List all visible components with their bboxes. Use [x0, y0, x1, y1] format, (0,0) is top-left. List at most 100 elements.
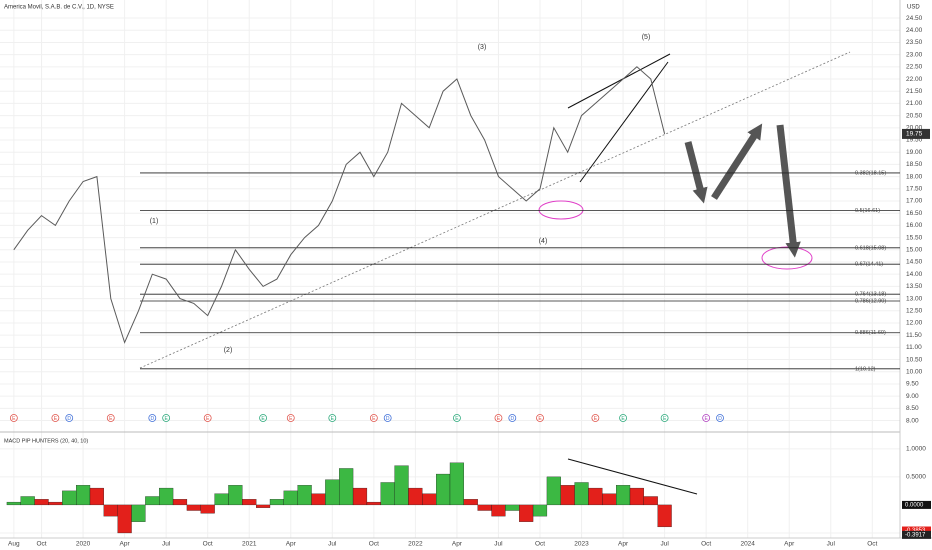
event-marker	[106, 414, 115, 422]
event-label: E	[12, 416, 16, 422]
x-tick-label: Jul	[660, 541, 669, 548]
event-marker	[591, 414, 600, 422]
y-tick-label: 20.50	[906, 112, 923, 119]
wave-label: (2)	[224, 347, 233, 354]
value-box	[902, 530, 931, 539]
histogram-bar	[242, 499, 257, 506]
y-tick-label: 12.50	[906, 307, 923, 314]
fib-label: 0.5(16.61)	[855, 208, 880, 214]
y-tick-label: 12.00	[906, 320, 923, 327]
x-tick-label: Apr	[286, 541, 297, 548]
y-tick-label: 18.50	[906, 161, 923, 168]
divergence-line	[567, 458, 698, 495]
y-tick-label: 23.50	[906, 39, 923, 46]
histogram-bar	[394, 465, 409, 506]
y-tick-label: 24.50	[906, 15, 923, 22]
drawings	[139, 51, 851, 495]
y-tick-label: 8.00	[906, 417, 919, 424]
x-tick-label: Jul	[494, 541, 503, 548]
y-tick-label: 14.50	[906, 259, 923, 266]
event-label: D	[718, 416, 722, 422]
x-tick-label: Apr	[784, 541, 795, 548]
event-label: D	[150, 416, 154, 422]
histogram-bar	[6, 501, 21, 506]
histogram-bar	[172, 499, 188, 506]
x-tick-label: Oct	[701, 541, 711, 548]
y-tick-label: 10.50	[906, 356, 923, 363]
fib-label: 0.67(14.41)	[855, 262, 883, 268]
y-tick-label: 16.00	[906, 222, 923, 229]
x-tick-label: Apr	[452, 541, 463, 548]
indicator-title: MACD PIP HUNTERS (20, 40, 10)	[4, 438, 88, 444]
histogram-bar	[436, 473, 451, 506]
event-marker	[51, 414, 60, 422]
histogram-bar	[366, 501, 381, 506]
event-label: E	[164, 416, 168, 422]
value-box	[902, 526, 931, 535]
event-marker	[369, 414, 378, 422]
histogram-bar	[449, 462, 464, 506]
trendline	[139, 51, 851, 369]
event-label: E	[261, 416, 265, 422]
x-tick-label: Oct	[867, 541, 877, 548]
histogram-bar	[89, 487, 104, 506]
fib-label: 0.886(11.60)	[855, 330, 886, 336]
histogram-bar	[602, 493, 617, 506]
event-marker	[162, 414, 171, 422]
event-marker	[328, 414, 337, 422]
histogram-bar	[408, 487, 423, 506]
wave-label: (3)	[478, 44, 487, 51]
y-tick-label: 14.00	[906, 271, 923, 278]
fib-label: 0.382(18.15)	[855, 170, 886, 176]
y-tick-label: 22.00	[906, 76, 923, 83]
histogram-bar	[339, 468, 354, 506]
x-tick-label: 2022	[408, 541, 423, 548]
histogram-bar	[48, 501, 63, 506]
histogram-bar	[477, 504, 492, 511]
histogram-bar	[505, 504, 520, 511]
y-tick-label: 8.50	[906, 405, 919, 412]
value-box	[902, 500, 931, 509]
wave-label: (1)	[150, 218, 159, 225]
histogram-bar	[159, 487, 174, 506]
event-label: E	[663, 416, 667, 422]
y-tick-label: 9.00	[906, 393, 919, 400]
wedge-lower	[579, 61, 669, 183]
event-label: E	[538, 416, 542, 422]
histogram-bar	[200, 504, 215, 514]
histogram-bar	[657, 504, 672, 528]
grid	[0, 0, 900, 538]
x-tick-label: Oct	[203, 541, 213, 548]
y-tick-label: 17.00	[906, 198, 923, 205]
x-tick-label: Apr	[120, 541, 131, 548]
x-tick-label: 2020	[76, 541, 91, 548]
histogram-bar	[283, 490, 298, 506]
event-label: D	[510, 416, 514, 422]
x-tick-label: Jul	[827, 541, 836, 548]
y-tick-label: 18.00	[906, 173, 923, 180]
y-tick-label: 24.00	[906, 27, 923, 34]
histogram-bar	[560, 485, 575, 506]
y-tick-label: 11.00	[906, 344, 922, 351]
event-marker	[619, 414, 627, 422]
last-price-box	[902, 128, 930, 139]
event-marker	[203, 414, 212, 422]
histogram-bar	[145, 496, 160, 506]
y-tick-label: 20.00	[906, 125, 923, 132]
event-label: D	[386, 416, 390, 422]
currency: USD	[907, 5, 920, 11]
y-tick-label: 21.50	[906, 88, 923, 95]
event-marker	[65, 414, 74, 422]
x-tick-label: Jul	[328, 541, 337, 548]
y-tick-label: 13.50	[906, 283, 923, 290]
y-tick-label: 15.00	[906, 247, 923, 254]
y-tick-label: 16.50	[906, 210, 923, 217]
event-marker	[494, 414, 503, 422]
event-label: D	[67, 416, 71, 422]
histogram-bar	[491, 504, 506, 517]
y-tick-label: 17.50	[906, 186, 923, 193]
histogram-bar	[76, 485, 91, 506]
event-label: E	[206, 416, 210, 422]
event-marker	[453, 414, 461, 422]
histogram-bar	[325, 479, 340, 506]
